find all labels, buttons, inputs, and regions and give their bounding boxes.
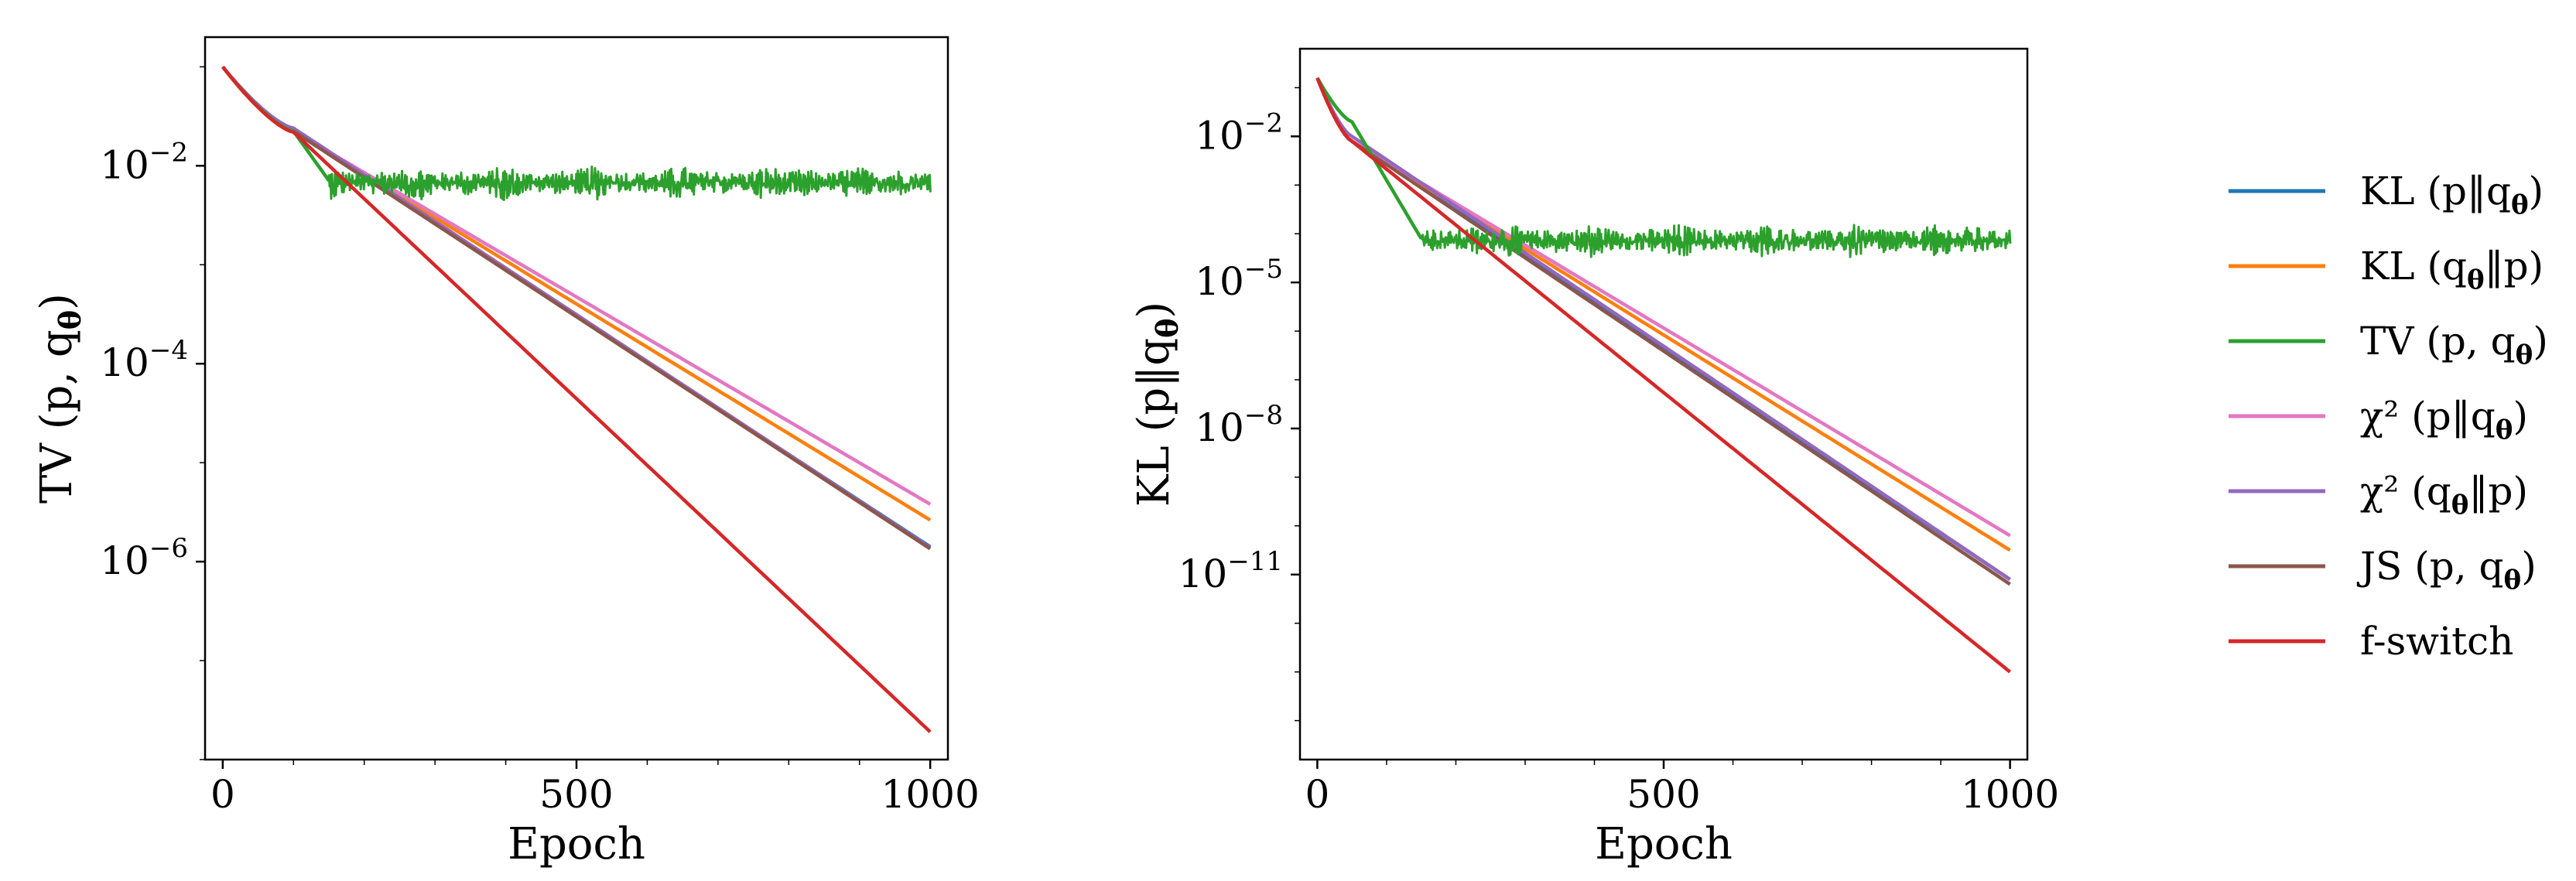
legend-label-q-p: χ² (qθ‖p) [2360,469,2528,521]
series-f-switch [1315,77,2012,674]
series-tv-p-q-plateau [327,165,932,201]
legend-entry-kl-p-q: KL (p‖qθ) [2229,169,2544,220]
series-tv-p-q-plateau [1420,224,2012,258]
y-tick-label: 10−8 [1195,400,1283,450]
legend-label-subscript: θ [2496,415,2513,446]
legend-label-part: JS (p, q [2356,544,2504,589]
legend-label-part: KL (p‖q [2360,169,2511,213]
y-tick-base: 10 [100,340,149,385]
legend-label-part: TV (p, q [2360,319,2516,364]
legend-label-part: KL (q [2360,244,2467,289]
y-axis-label-part: ) [32,293,82,310]
y-axis-label-part: θ [53,310,87,330]
y-tick-exponent: −2 [149,137,188,168]
legend-label-f-switch: f-switch [2360,619,2513,664]
legend-label-part: ) [2529,169,2544,213]
y-tick-label: 10−2 [100,137,188,187]
series-kl-q-p [1315,77,2011,552]
legend-label-p-q: χ² (p‖qθ) [2360,394,2528,446]
plot-frame [1298,47,2029,761]
y-axis-label-part: θ [1150,319,1185,338]
legend-label-part: ‖p) [2468,469,2528,514]
y-tick-base: 10 [1195,113,1244,158]
x-axis-label: Epoch [1595,819,1733,869]
y-tick-exponent: −2 [1244,108,1283,138]
y-tick-exponent: −8 [1244,400,1283,431]
y-axis-label: KL (p‖qθ) [1129,302,1185,507]
series-kl-q-p [221,66,932,522]
y-tick-label: 10−6 [100,533,188,583]
legend-label-kl-q-p: KL (qθ‖p) [2360,244,2544,295]
y-tick-exponent: −5 [1244,254,1283,285]
y-axis-label-part: KL (p‖q [1129,338,1179,507]
legend-label-part: ) [2513,394,2528,439]
legend-label-part: f-switch [2360,619,2513,664]
series-js-p-q [1315,77,2011,586]
y-tick-exponent: −11 [1227,546,1283,577]
y-axis-label-part: TV (p, q [32,330,82,504]
y-tick-base: 10 [100,142,149,187]
legend-label-part: ) [2533,319,2548,364]
x-tick-label-0: 0 [1305,772,1329,817]
legend-label-part: χ² (q [2360,469,2451,514]
legend-entry-p-q: χ² (p‖qθ) [2229,394,2528,446]
x-tick-label-1000: 1000 [1961,772,2059,817]
legend-label-subscript: θ [2516,340,2533,370]
legend-entry-q-p: χ² (qθ‖p) [2229,469,2528,521]
legend-label-subscript: θ [2451,490,2469,521]
legend-entry-f-switch: f-switch [2229,619,2513,664]
legend-entry-kl-q-p: KL (qθ‖p) [2229,244,2544,295]
y-tick-label: 10−4 [100,335,188,385]
y-tick-label: 10−2 [1195,108,1283,158]
y-axis-label: TV (p, qθ) [32,293,87,504]
y-tick-label: 10−5 [1195,254,1283,304]
x-tick-label-0: 0 [210,772,235,817]
legend-label-subscript: θ [2504,565,2522,596]
legend-entry-tv-p-q: TV (p, qθ) [2229,319,2548,370]
y-tick-base: 10 [1195,405,1244,450]
legend-entry-js-p-q: JS (p, qθ) [2229,544,2537,596]
y-axis-label-part: ) [1129,302,1179,319]
series-js-p-q [221,66,932,551]
series-p-q [1315,77,2011,538]
series-f-switch [221,66,932,733]
y-tick-base: 10 [100,538,149,583]
legend-label-subscript: θ [2467,265,2485,295]
series-tv-p-q-descent [1315,77,1423,240]
y-tick-base: 10 [1195,259,1244,304]
legend-label-part: χ² (p‖q [2360,394,2496,439]
legend: KL (p‖qθ)KL (qθ‖p)TV (p, qθ)χ² (p‖qθ)χ² … [2229,169,2548,664]
series-p-q [221,66,932,506]
x-axis-label: Epoch [508,819,645,869]
series-lines [1315,77,2012,674]
y-tick-base: 10 [1179,551,1228,596]
x-tick-label-500: 500 [1627,772,1700,817]
series-q-p [1315,77,2011,581]
series-lines [221,65,932,733]
legend-label-part: ) [2521,544,2537,589]
legend-label-subscript: θ [2511,190,2529,220]
legend-label-tv-p-q: TV (p, qθ) [2360,319,2548,370]
x-tick-label-1000: 1000 [881,772,980,817]
y-tick-label: 10−11 [1179,546,1283,596]
y-tick-exponent: −6 [149,533,188,564]
series-kl-p-q [221,66,932,548]
legend-label-js-p-q: JS (p, qθ) [2356,544,2537,596]
legend-label-kl-p-q: KL (p‖qθ) [2360,169,2544,220]
x-tick-label-500: 500 [539,772,613,817]
legend-label-part: ‖p) [2485,244,2544,289]
y-tick-exponent: −4 [149,335,188,366]
